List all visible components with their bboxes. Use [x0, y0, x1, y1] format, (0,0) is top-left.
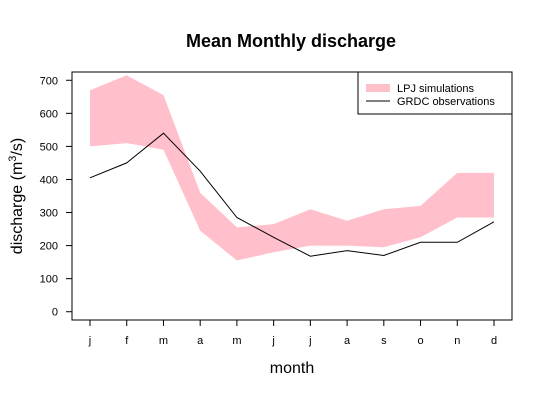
y-tick-label-600: 600: [40, 108, 58, 120]
x-tick-label-1: f: [125, 335, 129, 347]
x-tick-label-0: j: [88, 335, 91, 347]
x-tick-label-4: m: [232, 335, 241, 347]
y-tick-label-300: 300: [40, 208, 58, 220]
y-tick-label-200: 200: [40, 241, 58, 253]
y-tick-label-700: 700: [40, 75, 58, 87]
x-tick-label-10: n: [454, 335, 460, 347]
x-tick-label-3: a: [197, 335, 204, 347]
x-tick-label-11: d: [491, 335, 497, 347]
simulation-band: [90, 75, 494, 261]
legend-observation-label: GRDC observations: [397, 96, 495, 108]
legend: LPJ simulations GRDC observations: [357, 71, 513, 115]
y-tick-label-100: 100: [40, 274, 58, 286]
x-tick-label-8: s: [381, 335, 387, 347]
x-axis-title: month: [270, 360, 314, 377]
x-tick-label-9: o: [417, 335, 423, 347]
legend-simulation-label: LPJ simulations: [397, 83, 475, 95]
x-tick-label-7: a: [344, 335, 351, 347]
observation-line-layer: [89, 132, 495, 257]
y-tick-label-0: 0: [52, 307, 58, 319]
y-axis-title-superscript: 3: [7, 156, 19, 162]
y-axis-title: discharge (m3/s): [7, 138, 26, 254]
x-tick-label-2: m: [159, 335, 168, 347]
y-tick-label-500: 500: [40, 141, 58, 153]
simulation-band-layer: [90, 75, 494, 261]
legend-box: [357, 71, 513, 115]
y-tick-label-400: 400: [40, 174, 58, 186]
y-axis-title-unit: /s): [9, 138, 26, 156]
observation-line-0: [89, 132, 495, 257]
chart-title: Mean Monthly discharge: [186, 31, 396, 51]
y-axis-ticks: 0 100 200 300 400 500 600 700: [40, 75, 72, 319]
y-axis-title-main: discharge (m: [9, 162, 26, 254]
x-tick-label-5: j: [271, 335, 274, 347]
x-tick-label-6: j: [308, 335, 311, 347]
